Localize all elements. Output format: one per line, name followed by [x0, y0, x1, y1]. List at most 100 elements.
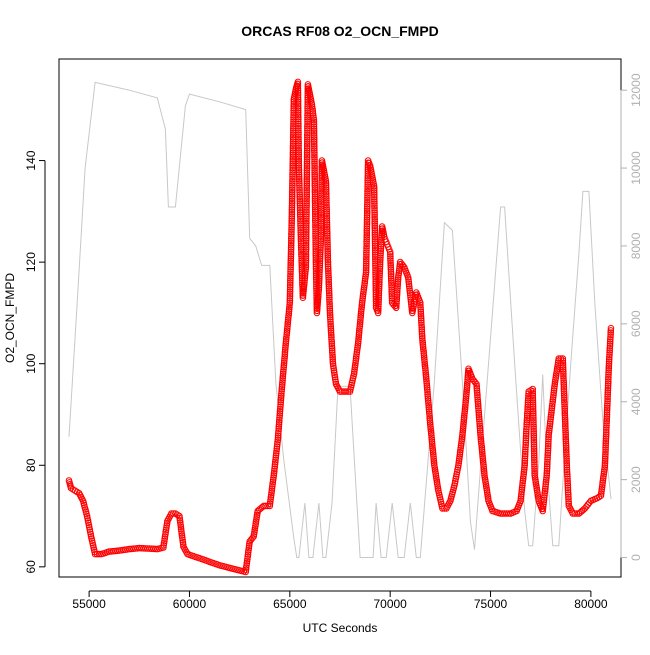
data-point — [459, 431, 466, 439]
data-point — [301, 270, 309, 278]
data-point — [376, 265, 384, 273]
data-point — [520, 473, 527, 480]
data-point — [304, 120, 311, 128]
data-point — [323, 195, 330, 202]
data-point — [607, 331, 614, 339]
data-point — [562, 420, 569, 428]
data-point — [462, 393, 470, 400]
data-point — [519, 479, 526, 487]
data-point — [426, 412, 433, 420]
data-point — [315, 292, 322, 300]
data-point — [311, 173, 319, 181]
data-point — [311, 142, 318, 150]
data-point — [546, 420, 554, 428]
data-point — [460, 416, 468, 424]
data-point — [371, 220, 379, 227]
data-point — [539, 507, 547, 515]
data-point — [460, 420, 467, 428]
data-point — [316, 257, 324, 265]
data-point — [162, 531, 169, 538]
data-point — [325, 280, 333, 288]
data-point — [288, 206, 296, 214]
data-point — [531, 467, 538, 475]
data-point — [302, 255, 310, 262]
data-point — [286, 299, 294, 307]
data-point — [377, 243, 385, 250]
data-point — [563, 448, 570, 456]
data-point — [464, 378, 471, 385]
data-point — [460, 414, 468, 422]
data-point — [523, 416, 531, 424]
data-point — [249, 534, 256, 542]
data-point — [310, 134, 318, 141]
data-point — [530, 423, 537, 431]
data-point — [284, 320, 292, 328]
data-point — [87, 530, 94, 538]
data-point — [353, 348, 361, 356]
data-point — [329, 358, 337, 365]
data-point — [303, 171, 311, 178]
data-point — [395, 269, 403, 277]
data-point — [325, 289, 333, 297]
data-point — [310, 127, 318, 135]
data-point — [598, 485, 606, 493]
data-point — [278, 392, 285, 400]
data-point — [289, 164, 297, 172]
data-point — [318, 183, 325, 190]
data-point — [271, 461, 279, 468]
data-point — [422, 373, 430, 381]
data-point — [332, 376, 339, 383]
data-point — [303, 206, 310, 214]
data-point — [560, 392, 568, 399]
data-point — [279, 374, 287, 382]
data-point — [295, 122, 302, 130]
data-point — [294, 89, 302, 97]
data-point — [310, 136, 318, 143]
data-point — [311, 204, 319, 211]
data-point — [363, 216, 371, 223]
data-point — [480, 465, 488, 473]
data-point — [375, 285, 383, 292]
data-point — [387, 255, 394, 262]
data-point — [560, 372, 567, 380]
data-point — [295, 116, 302, 123]
data-point — [284, 323, 291, 330]
data-point — [302, 241, 310, 249]
data-point — [420, 354, 428, 361]
data-point — [418, 328, 426, 335]
data-point — [473, 387, 481, 394]
data-point — [607, 333, 614, 341]
data-point — [308, 101, 316, 108]
data-point — [546, 424, 553, 432]
data-point — [530, 434, 538, 442]
data-point — [317, 226, 325, 234]
data-point — [473, 382, 481, 390]
data-point — [377, 250, 384, 257]
data-point — [315, 284, 323, 291]
data-point — [311, 199, 319, 207]
data-point — [602, 453, 609, 460]
data-point — [351, 368, 358, 376]
data-point — [310, 112, 317, 119]
data-point — [561, 405, 569, 413]
data-point — [294, 109, 302, 116]
data-point — [322, 182, 330, 189]
data-point — [477, 429, 484, 436]
data-point — [311, 191, 319, 198]
data-point — [326, 314, 334, 321]
data-point — [359, 297, 366, 304]
data-point — [605, 367, 613, 374]
data-point — [455, 459, 463, 467]
data-point — [540, 501, 547, 508]
data-point — [288, 222, 295, 229]
data-point — [388, 277, 395, 285]
data-point — [387, 273, 395, 280]
data-point — [474, 394, 481, 401]
data-point — [563, 464, 571, 471]
y-tick-label: 80 — [24, 458, 38, 472]
data-point — [289, 182, 296, 189]
data-point — [387, 275, 395, 282]
data-point — [370, 189, 378, 196]
data-point — [289, 177, 296, 185]
data-point — [388, 297, 396, 304]
